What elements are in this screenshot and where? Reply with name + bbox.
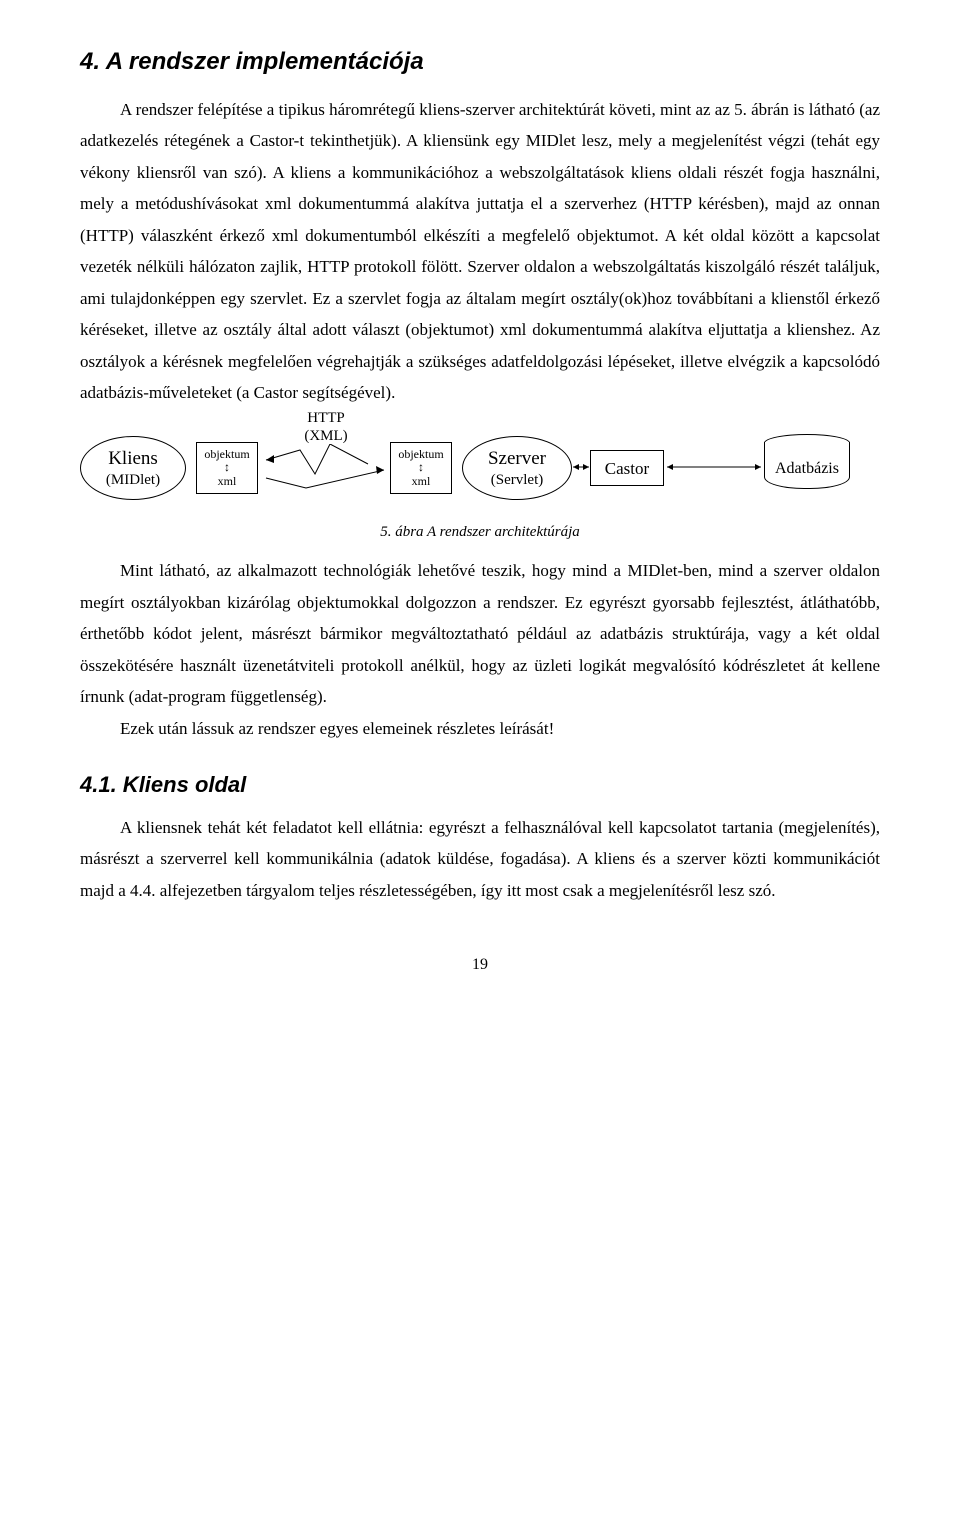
- document-page: 4. A rendszer implementációja A rendszer…: [0, 0, 960, 1014]
- http-l2: (XML): [296, 428, 356, 445]
- node-kliens: Kliens (MIDlet): [80, 436, 186, 500]
- heading-section-4-1: 4.1. Kliens oldal: [80, 772, 880, 798]
- http-l1: HTTP: [296, 410, 356, 427]
- box2-l3: xml: [412, 475, 431, 489]
- szerver-title: Szerver: [488, 448, 546, 471]
- box1-l3: xml: [218, 475, 237, 489]
- heading-section-4: 4. A rendszer implementációja: [80, 48, 880, 76]
- arrow-castor-db-icon: [664, 460, 764, 474]
- box2-l1: objektum: [398, 448, 443, 462]
- box1-l1: objektum: [204, 448, 249, 462]
- cylinder-body: Adatbázis: [764, 442, 850, 489]
- node-database: Adatbázis: [764, 442, 850, 489]
- http-label: HTTP (XML): [296, 410, 356, 445]
- kliens-subtitle: (MIDlet): [106, 471, 160, 489]
- page-number: 19: [80, 956, 880, 974]
- figure-caption: 5. ábra A rendszer architektúrája: [80, 524, 880, 541]
- architecture-diagram: Kliens (MIDlet) objektum ↕ xml HTTP (XML…: [80, 408, 880, 518]
- db-label: Adatbázis: [775, 460, 839, 478]
- node-castor: Castor: [590, 450, 664, 486]
- node-converter-right: objektum ↕ xml: [390, 442, 452, 494]
- paragraph-tech: Mint látható, az alkalmazott technológiá…: [80, 555, 880, 712]
- castor-label: Castor: [605, 459, 649, 479]
- paragraph-next: Ezek után lássuk az rendszer egyes eleme…: [80, 713, 880, 744]
- paragraph-kliens: A kliensnek tehát két feladatot kell ell…: [80, 812, 880, 906]
- arrow-szerver-castor-icon: [570, 460, 592, 474]
- node-szerver: Szerver (Servlet): [462, 436, 572, 500]
- box2-l2: ↕: [418, 461, 424, 475]
- box1-l2: ↕: [224, 461, 230, 475]
- zigzag-connector-icon: [260, 444, 390, 494]
- szerver-subtitle: (Servlet): [491, 471, 543, 489]
- kliens-title: Kliens: [108, 448, 158, 471]
- node-converter-left: objektum ↕ xml: [196, 442, 258, 494]
- paragraph-intro: A rendszer felépítése a tipikus háromrét…: [80, 94, 880, 408]
